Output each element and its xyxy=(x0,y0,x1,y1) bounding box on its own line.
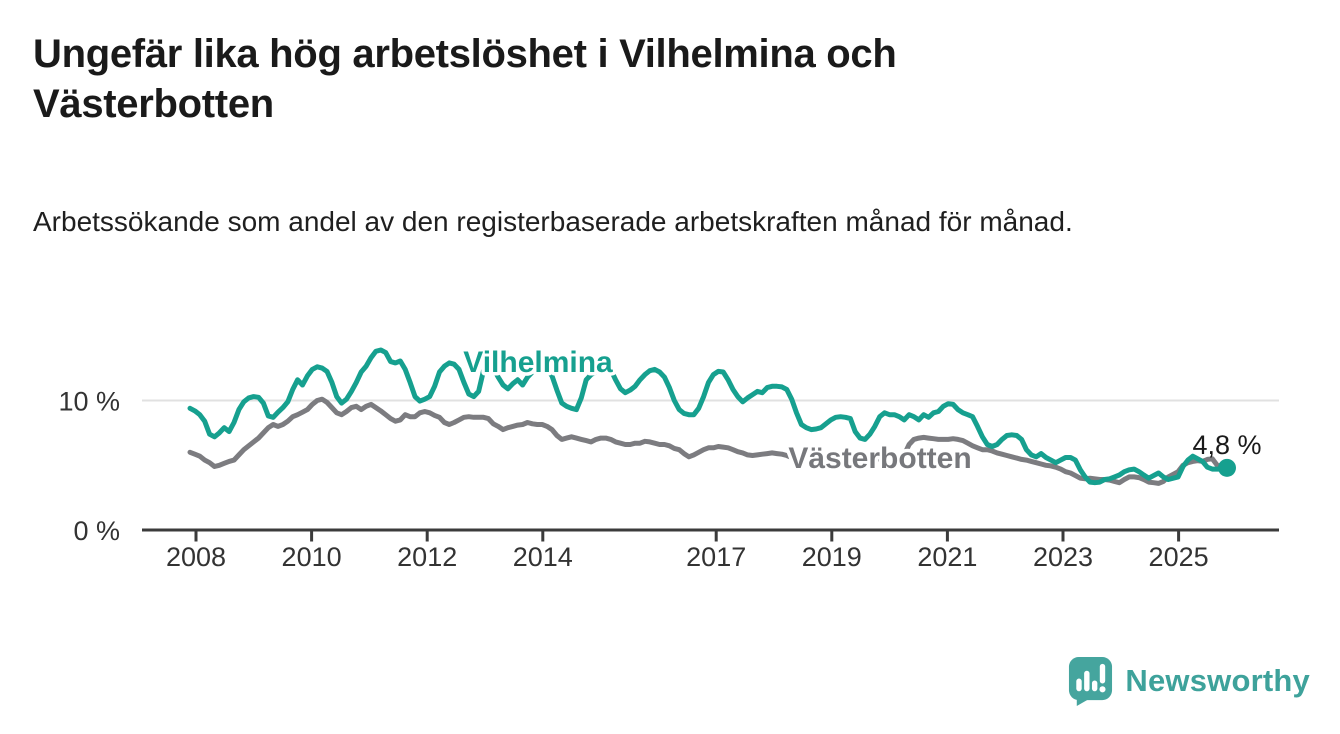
bar-chart-speech-bubble-icon xyxy=(1069,657,1113,706)
x-tick-label-2023: 2023 xyxy=(1033,542,1093,572)
y-tick-label-10: 10 % xyxy=(58,387,120,417)
newsworthy-wordmark: Newsworthy xyxy=(1125,662,1310,698)
x-tick-label-2012: 2012 xyxy=(397,542,457,572)
x-tick-label-2017: 2017 xyxy=(686,542,746,572)
y-tick-label-0: 0 % xyxy=(73,516,120,546)
chart-title: Ungefär lika hög arbetslöshet i Vilhelmi… xyxy=(33,32,897,126)
newsworthy-logo: Newsworthy xyxy=(1067,655,1310,706)
chart-subtitle: Arbetssökande som andel av den registerb… xyxy=(33,206,1073,237)
series-line-västerbotten xyxy=(187,396,1230,486)
x-tick-label-2019: 2019 xyxy=(802,542,862,572)
end-value-label: 4,8 % xyxy=(1192,430,1261,460)
x-tick-label-2021: 2021 xyxy=(917,542,977,572)
series-label-västerbotten: Västerbotten xyxy=(788,442,971,475)
series-label-vilhelmina: Vilhelmina xyxy=(463,346,613,379)
x-tick-label-2008: 2008 xyxy=(166,542,226,572)
x-tick-label-2010: 2010 xyxy=(282,542,342,572)
end-point-dot xyxy=(1218,458,1236,477)
x-tick-label-2025: 2025 xyxy=(1149,542,1209,572)
series-line-vilhelmina xyxy=(187,347,1230,486)
x-tick-label-2014: 2014 xyxy=(513,542,573,572)
